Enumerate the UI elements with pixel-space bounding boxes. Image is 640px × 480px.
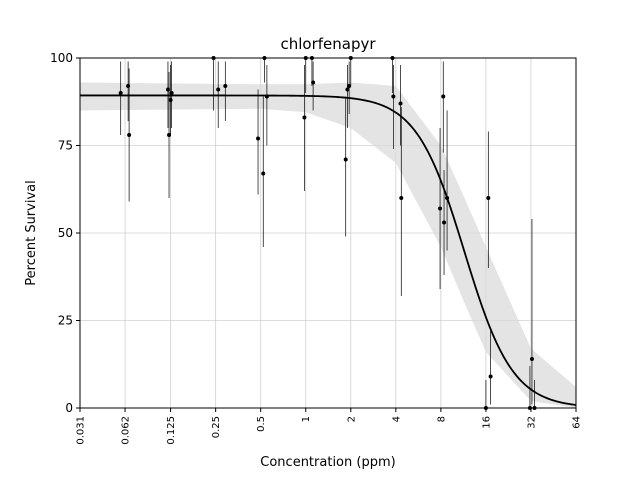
data-point [438,206,443,211]
x-axis-title: Concentration (ppm) [260,455,395,470]
x-tick-label: 2 [346,416,357,422]
data-point [347,84,352,88]
data-point [127,133,132,137]
data-point [488,374,493,379]
x-tick-label: 0.062 [121,416,132,445]
x-tick-label: 32 [526,416,537,429]
confidence-band-group [80,82,576,408]
data-point [261,171,266,176]
data-point [529,357,534,361]
data-points-group [118,56,537,410]
x-tick-label: 0.125 [166,416,177,445]
data-point [345,87,350,92]
data-point [167,133,172,137]
y-tick-label: 100 [50,51,73,65]
data-point [398,101,403,106]
data-point [216,87,221,92]
x-tick-label: 4 [391,416,402,422]
x-tick-label: 0.25 [211,416,222,438]
chart-title: chlorfenapyr [280,35,376,53]
data-point [343,157,348,162]
x-tick-label: 1 [301,416,312,422]
fit-curve-group [80,94,577,406]
y-axis-ticks: 0 25 50 75 100 [50,51,80,415]
data-point [486,196,491,200]
data-point [442,220,447,225]
x-tick-label: 0.031 [76,416,87,445]
data-point [169,91,174,95]
data-point [223,84,228,88]
x-tick-label: 0.5 [256,416,267,432]
x-tick-label: 64 [572,416,583,429]
data-point [256,136,261,141]
x-tick-label: 8 [436,416,447,422]
data-point [391,94,396,99]
data-point [445,196,450,200]
y-tick-label: 75 [58,139,73,153]
data-point [264,94,269,99]
x-tick-label: 16 [481,416,492,429]
data-point [311,80,316,85]
data-point [399,196,404,200]
data-point [118,91,123,95]
y-tick-label: 25 [58,314,73,328]
data-point [302,115,307,120]
y-tick-label: 50 [58,226,73,240]
x-axis-ticks: 0.031 0.062 0.125 0.25 0.5 1 2 4 8 16 32 64 [76,408,583,445]
data-point [126,84,131,88]
y-axis-title: Percent Survival [24,180,39,285]
fit-curve [80,94,577,406]
y-tick-label: 0 [65,401,73,415]
data-point [168,98,173,102]
confidence-band [80,82,576,408]
data-point [441,94,446,99]
